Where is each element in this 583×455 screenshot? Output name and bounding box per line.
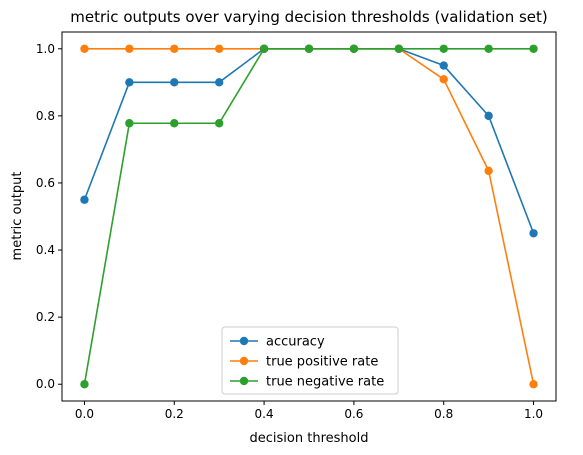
chart-title: metric outputs over varying decision thr…	[70, 8, 548, 26]
y-axis-label: metric output	[10, 172, 25, 261]
legend-swatch-marker	[239, 376, 249, 386]
accuracy-point	[80, 195, 89, 204]
true-negative-rate-point	[214, 119, 224, 128]
true-negative-rate-point	[259, 44, 269, 53]
accuracy-point	[484, 111, 493, 121]
x-tick-label: 0.8	[434, 407, 453, 421]
y-tick-label: 1.0	[36, 42, 55, 56]
accuracy-line	[83, 47, 535, 235]
legend-swatch-marker	[239, 356, 249, 366]
true-negative-rate-point	[349, 44, 359, 53]
y-tick-label: 0.0	[36, 377, 55, 391]
accuracy-point	[214, 78, 224, 87]
legend-swatch-marker	[239, 336, 249, 346]
x-axis-label: decision threshold	[250, 431, 369, 446]
y-tick-label: 0.6	[36, 176, 55, 190]
true-negative-rate-point	[439, 44, 448, 53]
y-axis-ticks: 0.0 0.2 0.4 0.6 0.8 1.0	[36, 42, 62, 391]
legend-label-true-positive-rate: true positive rate	[266, 355, 378, 370]
x-tick-label: 0.0	[75, 407, 94, 421]
true-positive-rate-point	[170, 44, 179, 53]
x-tick-label: 0.2	[165, 407, 184, 421]
true-negative-rate-point	[125, 119, 134, 128]
y-tick-label: 0.2	[36, 310, 55, 324]
x-tick-label: 0.6	[344, 407, 363, 421]
true-positive-rate-point	[125, 44, 134, 53]
true-positive-rate-point	[484, 166, 493, 176]
true-positive-rate-point	[529, 380, 538, 389]
accuracy-point	[125, 78, 134, 87]
true-negative-rate-point	[484, 44, 493, 53]
accuracy-point	[529, 229, 538, 238]
true-negative-rate-point	[80, 380, 89, 389]
legend: accuracy true positive rate true negative …	[221, 326, 399, 395]
true-negative-rate-point	[394, 44, 404, 53]
series-layer	[80, 44, 538, 389]
true-positive-rate-point	[214, 44, 224, 53]
legend-label-true-negative-rate: true negative rate	[266, 375, 384, 390]
x-tick-label: 0.4	[255, 407, 274, 421]
legend-label-accuracy: accuracy	[266, 335, 325, 350]
true-negative-rate-point	[170, 119, 179, 128]
x-axis-ticks: 0.0 0.2 0.4 0.6 0.8 1.0	[75, 401, 543, 421]
plot-frame	[61, 31, 557, 402]
legend-box	[221, 326, 399, 395]
accuracy-point	[170, 78, 179, 87]
true-negative-rate-point	[304, 44, 314, 53]
true-negative-rate-point	[529, 44, 538, 53]
x-tick-label: 1.0	[524, 407, 543, 421]
y-tick-label: 0.4	[36, 243, 55, 257]
true-positive-rate-point	[80, 44, 89, 53]
accuracy-point	[439, 61, 448, 70]
true-positive-rate-point	[439, 75, 448, 84]
y-tick-label: 0.8	[36, 109, 55, 123]
